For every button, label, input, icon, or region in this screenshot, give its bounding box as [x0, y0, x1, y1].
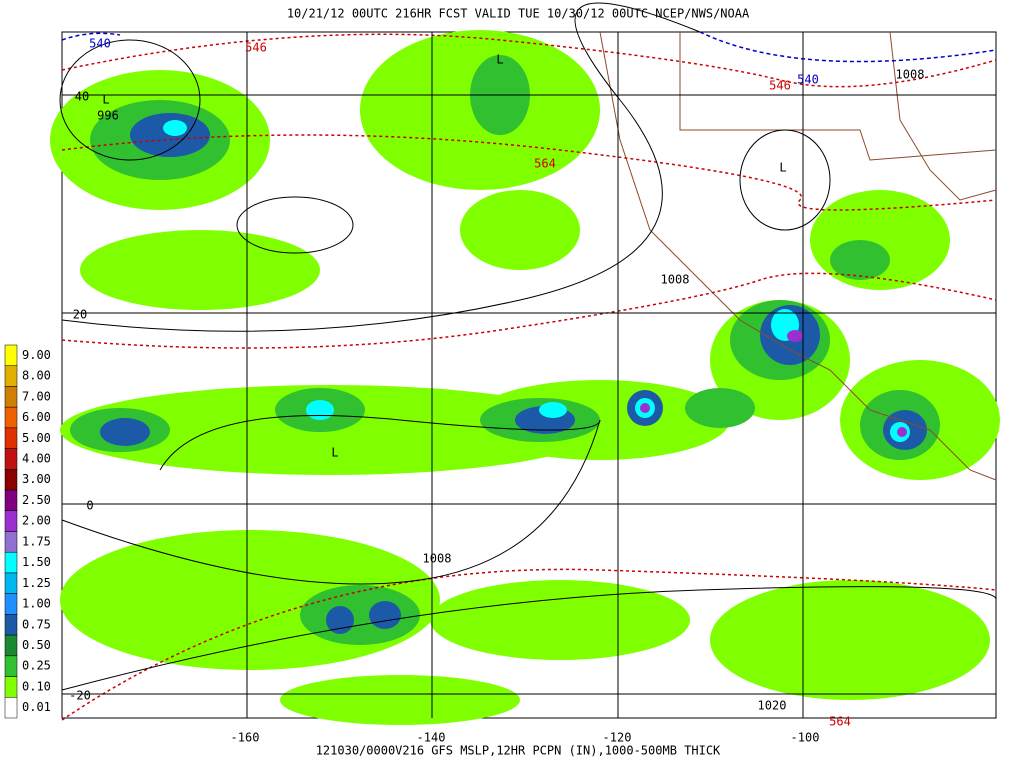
legend-label: 8.00: [22, 369, 51, 383]
longitude-label: -160: [231, 731, 260, 745]
legend-swatch: [4, 614, 18, 636]
map-area: [50, 2, 1000, 725]
legend-swatch: [4, 655, 18, 677]
contour-label: 540: [89, 37, 111, 51]
legend-label: 7.00: [22, 389, 51, 403]
legend-swatch: [4, 676, 18, 698]
low-pressure-marker: L: [102, 93, 109, 107]
low-pressure-marker: L: [331, 446, 338, 460]
contour-label: 564: [829, 715, 851, 729]
contour-label: 540: [797, 73, 819, 87]
legend-label: 0.10: [22, 679, 51, 693]
legend-label: 1.75: [22, 534, 51, 548]
legend-label: 5.00: [22, 431, 51, 445]
legend-label: 2.00: [22, 514, 51, 528]
latitude-label: 40: [75, 90, 89, 104]
map-title: 10/21/12 00UTC 216HR FCST VALID TUE 10/3…: [287, 7, 750, 21]
legend-swatch: [4, 531, 18, 553]
legend-swatch: [4, 365, 18, 387]
longitude-label: -100: [791, 731, 820, 745]
legend-swatch: [4, 593, 18, 615]
legend-label: 0.01: [22, 700, 51, 714]
latitude-label: 20: [73, 308, 87, 322]
legend-swatch: [4, 427, 18, 449]
legend-label: 3.00: [22, 472, 51, 486]
latitude-label: -20: [69, 689, 91, 703]
longitude-label: -120: [603, 731, 632, 745]
legend-swatch: [4, 697, 18, 719]
low-pressure-marker: L: [496, 53, 503, 67]
contour-label: 1008: [661, 273, 690, 287]
legend-swatch: [4, 489, 18, 512]
legend-swatch: [4, 386, 18, 408]
legend-label: 0.75: [22, 617, 51, 631]
contour-label: 996: [97, 109, 119, 123]
legend-swatch: [4, 469, 18, 491]
contour-label: 1020: [758, 699, 787, 713]
legend-swatch: [4, 406, 18, 429]
legend-label: 1.25: [22, 576, 51, 590]
legend-label: 0.50: [22, 638, 51, 652]
legend-swatch: [4, 344, 18, 366]
latitude-label: 0: [86, 499, 93, 513]
contour-label: 564: [534, 157, 556, 171]
low-pressure-marker: L: [779, 161, 786, 175]
legend-swatch: [4, 448, 18, 470]
contour-label: 1008: [423, 552, 452, 566]
longitude-label: -140: [417, 731, 446, 745]
legend-label: 2.50: [22, 493, 51, 507]
legend-label: 1.00: [22, 597, 51, 611]
contour-label: 546: [769, 79, 791, 93]
legend-label: 4.00: [22, 451, 51, 465]
map-caption: 121030/0000V216 GFS MSLP,12HR PCPN (IN),…: [316, 744, 721, 758]
legend-swatch: [4, 510, 18, 532]
contour-label: 546: [245, 41, 267, 55]
legend-label: 6.00: [22, 410, 51, 424]
legend-label: 1.50: [22, 555, 51, 569]
legend-swatch: [4, 634, 18, 657]
legend-label: 0.25: [22, 659, 51, 673]
legend-swatch: [4, 551, 18, 574]
legend-label: 9.00: [22, 348, 51, 362]
contour-label: 1008: [896, 68, 925, 82]
legend-swatch: [4, 572, 18, 594]
